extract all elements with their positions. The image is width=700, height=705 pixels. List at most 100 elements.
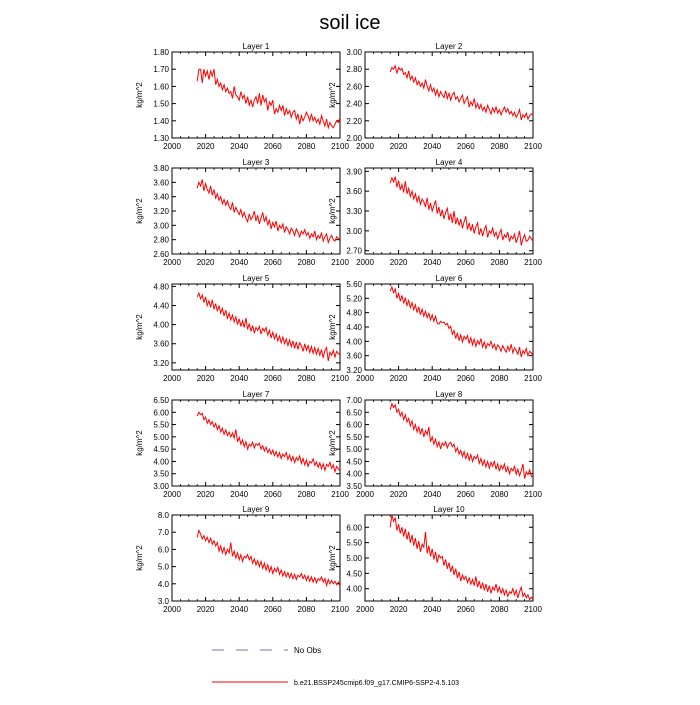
x-tick-label: 2100 <box>524 142 542 151</box>
panel-title: Layer 1 <box>243 42 270 51</box>
series-line-layer-8 <box>389 402 534 479</box>
y-tick-label: 1.30 <box>153 134 169 143</box>
y-tick-label: 3.00 <box>346 227 362 236</box>
x-tick-label: 2060 <box>264 258 282 267</box>
series-line-layer-9 <box>196 529 341 588</box>
y-tick-label: 4.40 <box>346 323 362 332</box>
x-tick-label: 2000 <box>163 258 181 267</box>
x-tick-label: 2060 <box>264 605 282 614</box>
x-tick-label: 2080 <box>298 490 316 499</box>
series-line-layer-6 <box>389 285 534 358</box>
x-tick-label: 2000 <box>356 605 374 614</box>
plot-frame <box>171 514 341 602</box>
y-tick-label: 5.00 <box>346 554 362 563</box>
x-tick-label: 2060 <box>457 490 475 499</box>
y-tick-label: 6.0 <box>158 545 170 554</box>
chart-panel-layer-5: Layer 5 2000 2020 2040 2060 2080 2100 3.20 3.60 4… <box>135 274 349 383</box>
series-line-layer-2 <box>389 64 534 121</box>
plot-frame <box>364 514 534 602</box>
y-tick-label: 4.50 <box>346 457 362 466</box>
x-tick-label: 2020 <box>197 142 215 151</box>
x-tick-label: 2060 <box>457 142 475 151</box>
panel-title: Layer 10 <box>433 505 465 514</box>
y-tick-label: 3.60 <box>153 340 169 349</box>
panel-title: Layer 9 <box>243 505 270 514</box>
x-tick-label: 2060 <box>457 258 475 267</box>
panel-title: Layer 3 <box>243 158 270 167</box>
x-tick-label: 2100 <box>524 605 542 614</box>
plot-frame <box>171 51 341 139</box>
legend-obs-label: No Obs <box>294 646 321 655</box>
x-tick-label: 2100 <box>331 258 349 267</box>
x-tick-label: 2060 <box>457 605 475 614</box>
y-tick-label: 4.00 <box>153 321 169 330</box>
x-tick-label: 2000 <box>356 490 374 499</box>
x-tick-label: 2000 <box>356 142 374 151</box>
y-tick-label: 5.20 <box>346 294 362 303</box>
y-tick-label: 4.00 <box>346 585 362 594</box>
panel-title: Layer 4 <box>436 158 463 167</box>
y-tick-label: 4.00 <box>153 457 169 466</box>
y-tick-label: 6.00 <box>346 421 362 430</box>
y-axis-label: kg/m^2 <box>135 430 144 456</box>
y-axis-label: kg/m^2 <box>328 82 337 108</box>
y-tick-label: 3.60 <box>346 352 362 361</box>
x-tick-label: 2060 <box>264 490 282 499</box>
plot-frame <box>171 167 341 255</box>
figure-title: soil ice <box>319 12 380 34</box>
y-tick-label: 7.0 <box>158 528 170 537</box>
y-tick-label: 2.60 <box>346 82 362 91</box>
chart-panel-layer-9: Layer 9 2000 2020 2040 2060 2080 2100 3.0 4.0 5.0… <box>135 505 349 614</box>
y-tick-label: 3.30 <box>346 207 362 216</box>
y-tick-label: 1.80 <box>153 48 169 57</box>
x-tick-label: 2080 <box>298 374 316 383</box>
y-axis-label: kg/m^2 <box>135 545 144 571</box>
y-tick-label: 4.0 <box>158 580 170 589</box>
y-tick-label: 6.00 <box>346 523 362 532</box>
y-tick-label: 2.40 <box>346 100 362 109</box>
x-tick-label: 2080 <box>491 605 509 614</box>
x-tick-label: 2000 <box>163 374 181 383</box>
y-tick-label: 3.00 <box>153 482 169 491</box>
x-tick-label: 2080 <box>298 142 316 151</box>
chart-panel-layer-1: Layer 1 2000 2020 2040 2060 2080 2100 1.30 1.40 1… <box>135 42 349 151</box>
y-tick-label: 2.80 <box>153 236 169 245</box>
x-tick-label: 2020 <box>390 490 408 499</box>
y-axis-label: kg/m^2 <box>135 82 144 108</box>
y-tick-label: 2.20 <box>346 117 362 126</box>
y-tick-label: 3.90 <box>346 167 362 176</box>
x-tick-label: 2000 <box>163 490 181 499</box>
x-tick-label: 2060 <box>264 142 282 151</box>
y-tick-label: 4.50 <box>153 445 169 454</box>
x-tick-label: 2100 <box>331 605 349 614</box>
x-tick-label: 2060 <box>264 374 282 383</box>
y-tick-label: 4.50 <box>346 569 362 578</box>
y-tick-label: 3.00 <box>346 48 362 57</box>
y-tick-label: 2.80 <box>346 65 362 74</box>
series-line-layer-4 <box>389 176 534 246</box>
x-tick-label: 2080 <box>491 258 509 267</box>
x-tick-label: 2020 <box>197 490 215 499</box>
x-tick-label: 2020 <box>390 605 408 614</box>
y-tick-label: 3.00 <box>153 221 169 230</box>
y-tick-label: 2.00 <box>346 134 362 143</box>
series-line-layer-10 <box>389 514 534 601</box>
panels: Layer 1 2000 2020 2040 2060 2080 2100 1.30 1.40 1… <box>135 42 542 614</box>
x-tick-label: 2020 <box>390 258 408 267</box>
y-tick-label: 4.00 <box>346 470 362 479</box>
y-tick-label: 3.20 <box>153 207 169 216</box>
x-tick-label: 2040 <box>230 374 248 383</box>
y-tick-label: 6.50 <box>153 396 169 405</box>
y-tick-label: 5.50 <box>346 433 362 442</box>
series-line-layer-5 <box>196 291 341 362</box>
y-tick-label: 3.50 <box>346 482 362 491</box>
panel-title: Layer 5 <box>243 274 270 283</box>
x-tick-label: 2040 <box>423 142 441 151</box>
series-line-layer-1 <box>196 68 341 130</box>
x-tick-label: 2040 <box>423 605 441 614</box>
x-tick-label: 2100 <box>331 142 349 151</box>
y-tick-label: 1.70 <box>153 65 169 74</box>
